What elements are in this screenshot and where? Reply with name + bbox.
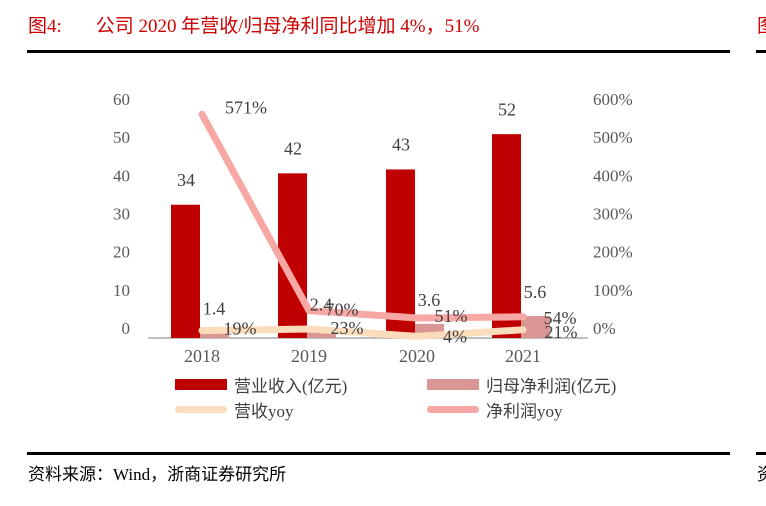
revenue-value-label: 42: [284, 138, 302, 158]
legend-label: 营业收入(亿元): [234, 376, 348, 396]
legend-item: 营收yoy: [175, 399, 294, 421]
revenue-yoy-label: 19%: [224, 319, 257, 339]
legend-line-swatch: [175, 405, 227, 413]
revenue-yoy-line: [198, 325, 527, 340]
figure-number-label: 图4:: [28, 16, 62, 37]
net-profit-yoy-label: 51%: [435, 306, 468, 326]
x-category-label: 2020: [399, 346, 435, 366]
next-column-footer-rule-fragment: [756, 452, 766, 455]
source-text: 资料来源：Wind，浙商证券研究所: [28, 465, 287, 484]
net-profit-yoy-label: 571%: [225, 97, 267, 117]
net-profit-bar: [200, 332, 229, 338]
revenue-yoy-label: 23%: [331, 318, 364, 338]
next-column-source-fragment: 资: [757, 465, 766, 484]
next-column-title-rule-fragment: [756, 50, 766, 53]
legend-label: 营收yoy: [234, 401, 294, 421]
net-profit-yoy-label: 54%: [544, 308, 577, 328]
legend-bar-swatch: [175, 378, 227, 390]
net-profit-value-label: 2.4: [310, 295, 333, 315]
right-axis-tick-label: 200%: [593, 243, 633, 262]
figure-title: 图4: 公司 2020 年营收/归母净利同比增加 4%，51%: [28, 11, 479, 38]
x-category-label: 2019: [291, 346, 327, 366]
right-axis-tick-label: 600%: [593, 90, 633, 109]
left-axis-tick-label: 0: [122, 319, 131, 338]
right-axis-tick-label: 100%: [593, 281, 633, 300]
revenue-bar: [492, 134, 521, 338]
revenue-value-label: 34: [177, 170, 195, 190]
net-profit-yoy-label: 70%: [326, 300, 359, 320]
revenue-value-label: 43: [392, 135, 410, 155]
x-category-label: 2018: [184, 346, 220, 366]
x-category-label: 2021: [505, 346, 541, 366]
right-axis-tick-label: 400%: [593, 166, 633, 185]
next-column-title-fragment: 图: [757, 11, 766, 38]
left-axis-tick-label: 10: [113, 281, 130, 300]
revenue-value-label: 52: [498, 99, 516, 119]
title-rule: [27, 50, 730, 53]
legend-label: 归母净利润(亿元): [486, 376, 617, 396]
left-axis-tick-label: 20: [113, 243, 130, 262]
left-axis-tick-label: 50: [113, 128, 130, 147]
net-profit-value-label: 3.6: [418, 290, 441, 310]
net-profit-yoy-line: [198, 110, 527, 322]
revenue-yoy-label: 4%: [443, 327, 467, 347]
legend-item: 归母净利润(亿元): [427, 374, 617, 396]
legend-item: 净利润yoy: [427, 399, 563, 421]
net-profit-value-label: 1.4: [203, 299, 226, 319]
legend-bar-swatch: [427, 378, 479, 390]
revenue-bar: [171, 204, 200, 338]
legend-label: 净利润yoy: [486, 401, 563, 421]
footer-rule: [27, 452, 730, 455]
left-axis-tick-label: 40: [113, 166, 130, 185]
revenue-yoy-label: 21%: [545, 322, 578, 342]
legend-line-swatch: [427, 405, 479, 413]
left-axis-tick-label: 60: [113, 90, 130, 109]
net-profit-value-label: 5.6: [524, 282, 547, 302]
revenue-bar: [386, 169, 415, 338]
figure-title-text: 公司 2020 年营收/归母净利同比增加 4%，51%: [95, 16, 480, 37]
right-axis-tick-label: 500%: [593, 128, 633, 147]
left-axis-tick-label: 30: [113, 205, 130, 224]
right-axis-tick-label: 300%: [593, 205, 633, 224]
net-profit-bar: [521, 316, 550, 338]
legend-item: 营业收入(亿元): [175, 374, 348, 396]
right-axis-tick-label: 0%: [593, 319, 616, 338]
